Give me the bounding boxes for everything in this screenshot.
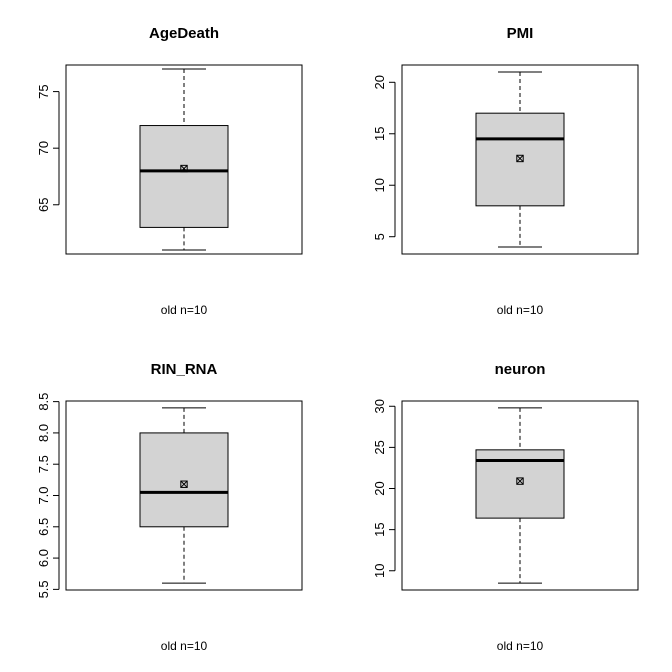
y-tick-label: 7.5 — [36, 455, 51, 473]
mean-marker-cross — [180, 480, 188, 488]
plot-frame — [65, 400, 303, 591]
chart-title: PMI — [507, 25, 534, 42]
x-axis-label: old n=10 — [497, 303, 544, 317]
y-tick-label: 20 — [372, 481, 387, 495]
mean-marker-square — [516, 477, 524, 485]
y-tick-label: 15 — [372, 522, 387, 536]
iqr-box — [475, 112, 565, 207]
iqr-box — [139, 125, 229, 228]
y-tick-label: 8.0 — [36, 424, 51, 442]
mean-marker-square — [180, 164, 188, 173]
y-tick-label: 25 — [372, 440, 387, 454]
mean-marker-icon — [180, 164, 188, 173]
x-axis-label: old n=10 — [161, 303, 208, 317]
mean-marker-cross — [516, 477, 524, 485]
plot-frame — [401, 64, 639, 255]
y-tick-label: 20 — [372, 75, 387, 89]
y-tick-label: 30 — [372, 399, 387, 413]
chart-title: AgeDeath — [149, 25, 219, 42]
chart-panel: RIN_RNA 5.5 6.0 6.5 7.0 7.5 8.0 8.5 old n=10 — [36, 361, 303, 653]
chart-panel: PMI 5 10 15 20 old n=10 — [372, 25, 639, 317]
chart-panel: AgeDeath 65 70 75 old n=10 — [36, 25, 303, 317]
y-tick-label: 5 — [372, 233, 387, 240]
mean-marker-square — [516, 154, 524, 163]
y-tick-label: 5.5 — [36, 580, 51, 598]
mean-marker-cross — [180, 165, 188, 173]
chart-title: RIN_RNA — [151, 361, 218, 378]
iqr-box — [139, 432, 229, 528]
y-tick-label: 10 — [372, 178, 387, 192]
y-tick-label: 75 — [36, 84, 51, 98]
y-tick-label: 8.5 — [36, 393, 51, 411]
x-axis-label: old n=10 — [497, 639, 544, 653]
mean-marker-icon — [516, 154, 524, 163]
x-axis-label: old n=10 — [161, 639, 208, 653]
plot-frame — [401, 400, 639, 591]
mean-marker-cross — [516, 154, 524, 163]
y-tick-label: 6.0 — [36, 549, 51, 567]
y-tick-label: 6.5 — [36, 518, 51, 536]
chart-title: neuron — [495, 361, 546, 378]
chart-panel: neuron 10 15 20 25 30 old n=10 — [372, 361, 639, 653]
plot-frame — [65, 64, 303, 255]
y-tick-label: 7.0 — [36, 486, 51, 504]
y-tick-label: 10 — [372, 564, 387, 578]
y-tick-label: 65 — [36, 198, 51, 212]
y-tick-label: 15 — [372, 127, 387, 141]
mean-marker-square — [180, 480, 188, 488]
mean-marker-icon — [516, 477, 524, 485]
mean-marker-icon — [180, 480, 188, 488]
y-tick-label: 70 — [36, 141, 51, 155]
